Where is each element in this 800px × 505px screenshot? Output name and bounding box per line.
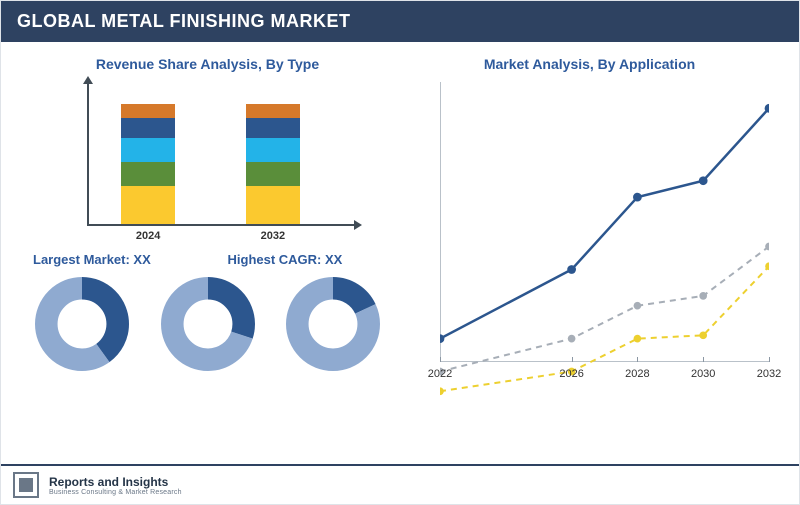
x-tick-label: 2032 — [757, 368, 781, 380]
kpi-row: Largest Market: XX Highest CAGR: XX — [25, 246, 390, 273]
stacked-bar-chart: 2024 2032 — [59, 82, 356, 242]
bar-segment — [121, 118, 175, 138]
right-section-title: Market Analysis, By Application — [400, 56, 779, 72]
footer: Reports and Insights Business Consulting… — [1, 464, 799, 504]
line-svg — [440, 82, 769, 411]
brand-text: Reports and Insights Business Consulting… — [49, 475, 182, 496]
largest-market-kpi: Largest Market: XX — [33, 252, 188, 267]
bar-segment — [246, 118, 300, 138]
brand-logo-icon — [13, 472, 39, 498]
brand-line1: Reports and Insights — [49, 475, 182, 489]
donut-chart — [161, 277, 255, 371]
x-tick-label: 2022 — [428, 368, 452, 380]
x-tick-label: 2028 — [625, 368, 649, 380]
brand-line2: Business Consulting & Market Research — [49, 489, 182, 496]
bar-segment — [246, 186, 300, 224]
bar-segment — [121, 138, 175, 162]
x-axis — [87, 224, 356, 226]
bar-label: 2032 — [261, 230, 285, 242]
right-panel: Market Analysis, By Application 2022 2026… — [400, 42, 799, 465]
page-title: GLOBAL METAL FINISHING MARKET — [1, 1, 799, 42]
left-panel: Revenue Share Analysis, By Type 2024 2032… — [1, 42, 400, 465]
bar-segment — [246, 162, 300, 186]
bar-segment — [121, 186, 175, 224]
bar — [246, 104, 300, 224]
x-tick-label: 2026 — [559, 368, 583, 380]
highest-cagr-kpi: Highest CAGR: XX — [228, 252, 383, 267]
bar-segment — [246, 104, 300, 118]
y-axis — [87, 82, 89, 226]
left-section-title: Revenue Share Analysis, By Type — [25, 56, 390, 72]
line-chart: 2022 2026 2028 2030 2032 — [410, 82, 779, 392]
bar-segment — [246, 138, 300, 162]
bar — [121, 104, 175, 224]
bar-segment — [121, 162, 175, 186]
donut-row — [25, 273, 390, 371]
donut-chart — [286, 277, 380, 371]
bar-label: 2024 — [136, 230, 160, 242]
donut-chart — [35, 277, 129, 371]
content-row: Revenue Share Analysis, By Type 2024 2032… — [1, 42, 799, 465]
bar-segment — [121, 104, 175, 118]
x-tick-label: 2030 — [691, 368, 715, 380]
